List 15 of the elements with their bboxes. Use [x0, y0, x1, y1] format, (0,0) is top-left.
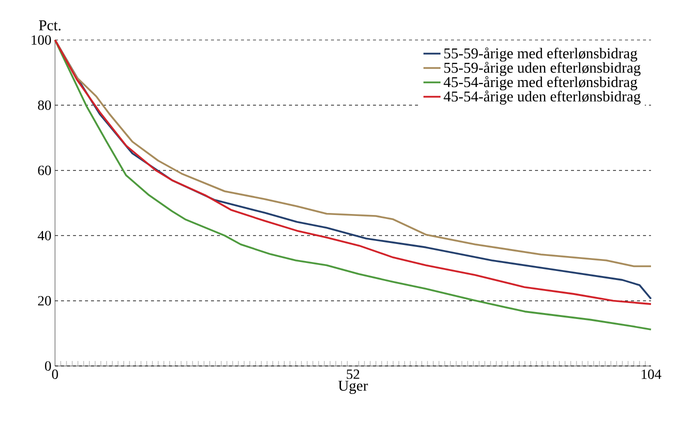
legend-label: 45-54-årige uden efterlønsbidrag: [444, 90, 641, 105]
y-tick-label: 60: [38, 166, 51, 176]
y-tick-label: 20: [38, 296, 51, 306]
y-tick-label: 0: [45, 361, 51, 371]
x-tick-label: 52: [346, 370, 360, 379]
y-axis-title: Pct.: [38, 20, 60, 30]
y-tick-label: 100: [32, 35, 51, 45]
legend-label: 55-59-årige uden efterlønsbidrag: [444, 62, 641, 76]
legend-label: 45-54-årige med efterlønsbidrag: [444, 76, 638, 90]
legend-label: 55-59-årige med efterlønsbidrag: [444, 47, 638, 62]
x-tick-label: 0: [52, 370, 58, 379]
y-tick-label: 80: [38, 100, 51, 110]
x-tick-label: 104: [642, 370, 662, 379]
x-axis-title: Uger: [338, 380, 368, 394]
y-tick-label: 40: [38, 230, 51, 240]
